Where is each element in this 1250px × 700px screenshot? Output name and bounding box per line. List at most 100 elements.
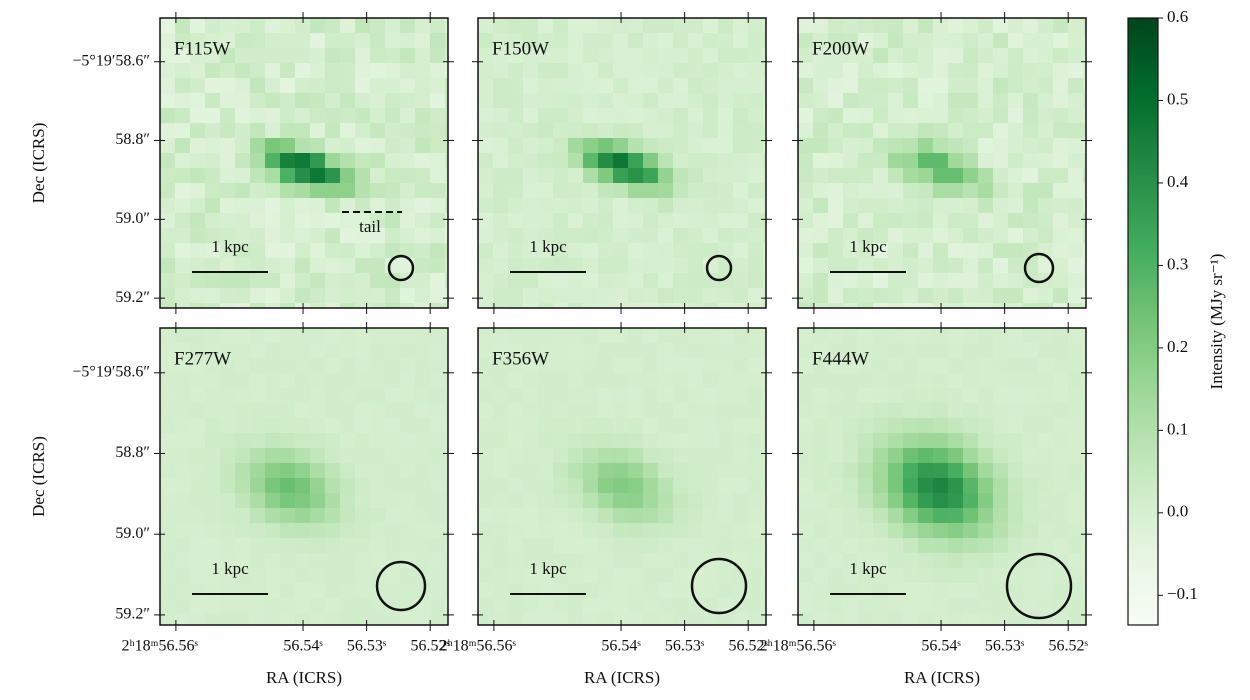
- image-pixel: [778, 568, 794, 584]
- image-pixel: [175, 108, 191, 124]
- image-pixel: [160, 198, 176, 214]
- image-pixel: [1068, 168, 1084, 184]
- image-pixel: [963, 63, 979, 79]
- image-pixel: [523, 613, 539, 625]
- image-pixel: [813, 448, 829, 464]
- image-pixel: [813, 63, 829, 79]
- image-pixel: [295, 538, 311, 554]
- image-pixel: [628, 373, 644, 389]
- image-pixel: [370, 478, 386, 494]
- image-pixel: [265, 123, 281, 139]
- image-pixel: [430, 198, 446, 214]
- image-pixel: [370, 123, 386, 139]
- image-pixel: [205, 463, 221, 479]
- image-pixel: [280, 138, 296, 154]
- image-pixel: [933, 508, 949, 524]
- image-pixel: [430, 433, 446, 449]
- y-tick-label: 59.2″: [115, 606, 150, 623]
- image-pixel: [613, 598, 629, 614]
- image-pixel: [963, 138, 979, 154]
- image: [798, 328, 1114, 625]
- image-pixel: [1053, 358, 1069, 374]
- image-pixel: [478, 183, 494, 199]
- image-pixel: [385, 628, 401, 644]
- image-pixel: [1038, 153, 1054, 169]
- image-pixel: [295, 48, 311, 64]
- image-pixel: [948, 33, 964, 49]
- image-pixel: [538, 63, 554, 79]
- image-pixel: [265, 358, 281, 374]
- image-pixel: [265, 243, 281, 259]
- image-pixel: [658, 463, 674, 479]
- image-pixel: [733, 213, 749, 229]
- colorbar: [1127, 17, 1159, 626]
- image-pixel: [843, 153, 859, 169]
- image-pixel: [415, 138, 431, 154]
- image-pixel: [175, 388, 191, 404]
- image-pixel: [568, 463, 584, 479]
- image-pixel: [355, 18, 371, 34]
- image-pixel: [355, 463, 371, 479]
- image-pixel: [718, 228, 734, 244]
- image-pixel: [918, 343, 934, 359]
- image-pixel: [175, 198, 191, 214]
- image-pixel: [748, 418, 764, 434]
- image-pixel: [598, 213, 614, 229]
- image-pixel: [415, 153, 431, 169]
- image-pixel: [613, 198, 629, 214]
- image-pixel: [265, 523, 281, 539]
- image-pixel: [493, 358, 509, 374]
- image-pixel: [688, 358, 704, 374]
- image-pixel: [748, 243, 764, 259]
- image-pixel: [903, 213, 919, 229]
- image-pixel: [325, 553, 341, 569]
- image-pixel: [280, 478, 296, 494]
- image-pixel: [445, 613, 448, 625]
- image-pixel: [628, 598, 644, 614]
- image-pixel: [280, 18, 296, 34]
- image-pixel: [673, 523, 689, 539]
- image-pixel: [220, 583, 236, 599]
- image-pixel: [325, 418, 341, 434]
- image-pixel: [688, 403, 704, 419]
- image-pixel: [340, 48, 356, 64]
- image-pixel: [963, 478, 979, 494]
- image-pixel: [205, 168, 221, 184]
- image-pixel: [1023, 478, 1039, 494]
- image-pixel: [355, 493, 371, 509]
- image-pixel: [508, 213, 524, 229]
- image-pixel: [1068, 568, 1084, 584]
- image-pixel: [445, 433, 448, 449]
- image-pixel: [1083, 213, 1086, 229]
- image-pixel: [673, 168, 689, 184]
- image-pixel: [478, 388, 494, 404]
- image-pixel: [265, 598, 281, 614]
- image-pixel: [415, 598, 431, 614]
- image-pixel: [175, 18, 191, 34]
- image-pixel: [813, 108, 829, 124]
- image-pixel: [1098, 583, 1114, 599]
- image-pixel: [583, 373, 599, 389]
- image-pixel: [235, 613, 251, 625]
- image-pixel: [370, 388, 386, 404]
- image-pixel: [798, 33, 814, 49]
- image-pixel: [478, 358, 494, 374]
- image-pixel: [430, 583, 446, 599]
- image-pixel: [400, 48, 416, 64]
- image-pixel: [933, 198, 949, 214]
- image-pixel: [658, 583, 674, 599]
- image-pixel: [1083, 373, 1086, 389]
- image-pixel: [748, 213, 764, 229]
- image-pixel: [1098, 273, 1114, 289]
- image-pixel: [748, 273, 764, 289]
- image-pixel: [948, 123, 964, 139]
- image-pixel: [370, 553, 386, 569]
- image-pixel: [370, 523, 386, 539]
- image-pixel: [430, 508, 446, 524]
- image-pixel: [523, 433, 539, 449]
- image-pixel: [1098, 598, 1114, 614]
- image-pixel: [295, 93, 311, 109]
- image-pixel: [190, 568, 206, 584]
- image-pixel: [355, 288, 371, 304]
